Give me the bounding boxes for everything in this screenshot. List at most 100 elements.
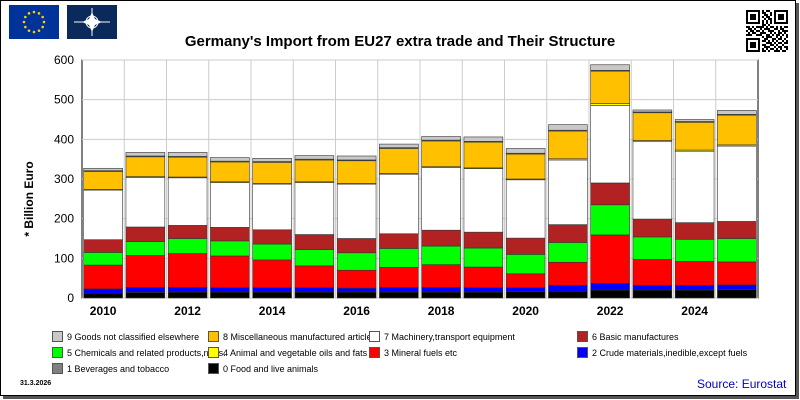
bar-segment bbox=[336, 155, 377, 161]
bar-segment bbox=[167, 225, 208, 239]
bar-segment bbox=[83, 189, 123, 240]
bar-segment bbox=[167, 286, 208, 293]
bar-segment bbox=[210, 291, 250, 299]
chart-title: Germany's Import from EU27 extra trade a… bbox=[184, 33, 616, 50]
bar-segment bbox=[336, 183, 377, 239]
bar-segment bbox=[590, 204, 630, 236]
bar-segment bbox=[294, 291, 335, 299]
bar-segment bbox=[548, 285, 588, 292]
bar-segment bbox=[590, 283, 630, 291]
bar-segment bbox=[421, 245, 461, 265]
bar-segment bbox=[125, 241, 166, 256]
bar-segment bbox=[421, 264, 461, 288]
bar-segment bbox=[717, 284, 757, 290]
x-tick-label: 2014 bbox=[259, 304, 286, 318]
bar-segment bbox=[379, 291, 419, 299]
bar-segment bbox=[336, 238, 377, 254]
bar-segment bbox=[294, 159, 335, 183]
legend-swatch bbox=[577, 331, 588, 342]
legend-label: 1 Beverages and tobacco bbox=[67, 363, 170, 374]
legend-item: 5 Chemicals and related products,n.e.s. bbox=[52, 347, 226, 358]
bar-segment bbox=[674, 289, 715, 299]
bar-segment bbox=[336, 287, 377, 293]
legend-label: 7 Machinery,transport equipment bbox=[384, 331, 515, 342]
bar-segment bbox=[125, 152, 166, 157]
bar-segment bbox=[548, 224, 588, 243]
nato-flag-icon bbox=[67, 5, 117, 39]
bar-segment bbox=[674, 150, 715, 223]
bar-segment bbox=[632, 141, 673, 220]
y-tick-label: 0 bbox=[67, 291, 74, 305]
bar-segment bbox=[167, 253, 208, 288]
legend-label: 6 Basic manufactures bbox=[592, 331, 679, 342]
bar-segment bbox=[717, 110, 757, 115]
bar-segment bbox=[294, 234, 335, 250]
bar-segment bbox=[632, 285, 673, 291]
bar-segment bbox=[379, 143, 419, 148]
stacked-bar-chart: 0 100 200 300 400 500 600 2010 2012 2014 2016 2018 2… bbox=[22, 53, 759, 318]
bar-segment bbox=[505, 237, 546, 255]
bar-segment bbox=[590, 289, 630, 299]
x-tick-label: 2018 bbox=[428, 304, 455, 318]
bar-segment bbox=[210, 227, 250, 242]
legend-item: 1 Beverages and tobacco bbox=[52, 363, 169, 374]
bar-segment bbox=[379, 286, 419, 293]
legend-label: 0 Food and live animals bbox=[223, 363, 319, 374]
source-label: Source: Eurostat bbox=[697, 377, 787, 391]
bar-segment bbox=[505, 153, 546, 180]
bar-segment bbox=[717, 289, 757, 299]
bar-segment bbox=[252, 243, 292, 261]
bar-segment bbox=[294, 249, 335, 267]
legend-item: 3 Mineral fuels etc bbox=[369, 347, 457, 358]
bar-segment bbox=[717, 114, 757, 146]
legend-swatch bbox=[369, 331, 380, 342]
bar-segment bbox=[463, 247, 504, 268]
bar-segment bbox=[548, 124, 588, 131]
bar-segment bbox=[210, 157, 250, 162]
bar-segment bbox=[674, 238, 715, 262]
bar-segment bbox=[674, 261, 715, 286]
bar-segment bbox=[210, 255, 250, 288]
bar-segment bbox=[632, 236, 673, 260]
bar-segment bbox=[421, 136, 461, 141]
bar-segment bbox=[252, 287, 292, 293]
bar-segment bbox=[83, 288, 123, 294]
bar-segment bbox=[421, 291, 461, 299]
legend-swatch bbox=[369, 347, 380, 358]
bar-segment bbox=[632, 259, 673, 286]
bar-segment bbox=[590, 70, 630, 104]
legend-item: 0 Food and live animals bbox=[208, 363, 318, 374]
bar-segment bbox=[210, 182, 250, 228]
bar-segment bbox=[632, 289, 673, 299]
y-tick-label: 400 bbox=[54, 132, 74, 146]
bar-segment bbox=[717, 145, 757, 222]
bar-segment bbox=[717, 261, 757, 286]
bar-segment bbox=[590, 64, 630, 71]
bar-segment bbox=[505, 148, 546, 154]
legend-label: 2 Crude materials,inedible,except fuels bbox=[592, 347, 748, 358]
bar-segment bbox=[674, 119, 715, 122]
legend-label: 3 Mineral fuels etc bbox=[384, 347, 458, 358]
bar-segment bbox=[463, 168, 504, 233]
x-tick-label: 2022 bbox=[597, 304, 624, 318]
bar-segment bbox=[336, 269, 377, 289]
bar-segment bbox=[336, 291, 377, 299]
bar-segment bbox=[590, 182, 630, 206]
legend-swatch bbox=[208, 363, 219, 374]
bar-segment bbox=[167, 152, 208, 157]
x-tick-label: 2020 bbox=[512, 304, 539, 318]
bar-segment bbox=[167, 156, 208, 178]
legend-label: 9 Goods not classified elsewhere bbox=[67, 331, 200, 342]
bar-segment bbox=[83, 292, 123, 299]
bar-segment bbox=[336, 160, 377, 184]
bar-segment bbox=[252, 259, 292, 288]
bar-segment bbox=[125, 292, 166, 299]
legend-label: 5 Chemicals and related products,n.e.s. bbox=[67, 347, 226, 358]
y-tick-label: 200 bbox=[54, 212, 74, 226]
y-axis-label: * Billion Euro bbox=[22, 161, 36, 236]
bar-segment bbox=[252, 183, 292, 231]
bar-segment bbox=[463, 231, 504, 249]
bar-segment bbox=[463, 287, 504, 293]
bar-segment bbox=[125, 255, 166, 288]
bar-segment bbox=[463, 141, 504, 169]
